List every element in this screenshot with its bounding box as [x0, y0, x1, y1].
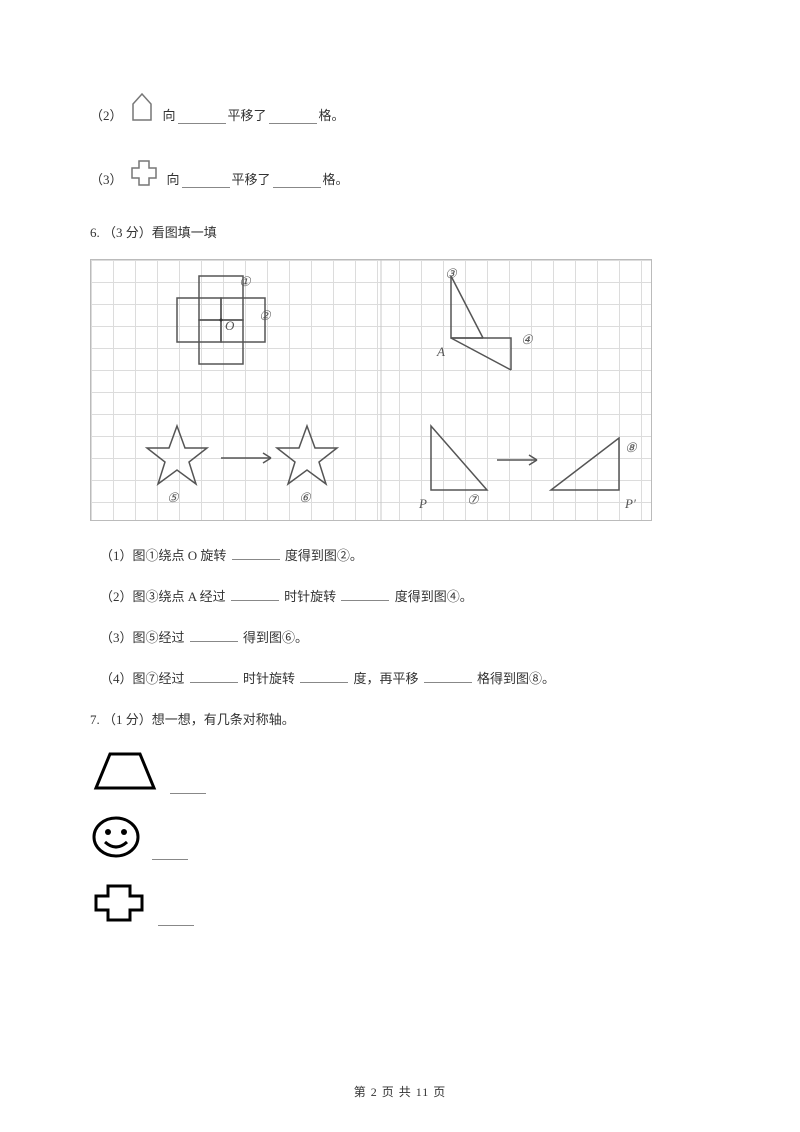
q6-sub-3: （3）图⑤经过 得到图⑥。: [100, 627, 720, 646]
house-icon: [129, 90, 155, 124]
blank: [152, 845, 188, 860]
blank: [269, 109, 317, 124]
trapezoid-icon: [90, 746, 160, 794]
label-c2: ②: [259, 308, 271, 324]
q6-sub-2: （2）图③绕点 A 经过 时针旋转 度得到图④。: [100, 586, 720, 605]
blank: [190, 668, 238, 683]
q7-row-trapezoid: [90, 746, 720, 794]
blank: [170, 779, 206, 794]
label-c3: ③: [445, 266, 457, 282]
q6-title: 6. （3 分）看图填一填: [90, 222, 720, 241]
q6-s4c: 度，再平移: [354, 671, 419, 686]
plus-shape-icon: [129, 158, 159, 188]
blank: [190, 627, 238, 642]
blank: [232, 545, 280, 560]
label-O: O: [225, 318, 234, 334]
blank: [300, 668, 348, 683]
q6-s4d: 格得到图⑧。: [477, 671, 555, 686]
footer-page: 2: [371, 1085, 378, 1099]
footer-a: 第: [354, 1085, 371, 1099]
q5-3-t3: 格。: [323, 169, 349, 188]
blank: [231, 586, 279, 601]
q6-sub-1: （1）图①绕点 O 旋转 度得到图②。: [100, 545, 720, 564]
blank: [424, 668, 472, 683]
q6-s4a: （4）图⑦经过: [100, 671, 185, 686]
q7-shapes: [90, 746, 720, 926]
page-content: （2） 向 平移了 格。 （3） 向 平移了 格。 6. （3 分）看图填一填: [0, 0, 800, 926]
label-c6: ⑥: [299, 490, 311, 506]
blank: [273, 173, 321, 188]
q6-s3a: （3）图⑤经过: [100, 630, 185, 645]
label-c7: ⑦: [467, 492, 479, 508]
q5-item-3: （3） 向 平移了 格。: [90, 158, 720, 188]
q5-3-label: （3）: [90, 169, 123, 188]
q5-2-t1: 向: [163, 105, 176, 124]
q6-s4b: 时针旋转: [243, 671, 295, 686]
blank: [341, 586, 389, 601]
footer-total: 11: [416, 1085, 430, 1099]
label-A: A: [437, 344, 445, 360]
q6-s2b: 时针旋转: [284, 589, 336, 604]
label-c1: ①: [239, 274, 251, 290]
cross-icon: [90, 880, 148, 926]
label-c4: ④: [521, 332, 533, 348]
q5-2-t2: 平移了: [228, 105, 267, 124]
q6-s1b: 度得到图②。: [285, 548, 363, 563]
q5-2-t3: 格。: [319, 105, 345, 124]
smiley-face-icon: [90, 814, 142, 860]
q5-2-label: （2）: [90, 105, 123, 124]
footer-b: 页 共: [378, 1085, 416, 1099]
blank: [178, 109, 226, 124]
q5-3-t2: 平移了: [232, 169, 271, 188]
q5-3-t1: 向: [167, 169, 180, 188]
label-P2: P′: [625, 496, 636, 512]
triangles-a-icon: [411, 266, 571, 386]
q7-row-face: [90, 814, 720, 860]
page-footer: 第 2 页 共 11 页: [0, 1083, 800, 1100]
q6-s3b: 得到图⑥。: [243, 630, 308, 645]
blank: [182, 173, 230, 188]
q6-grid-figure: ① ② O ③ ④ A ⑤ ⑥: [90, 259, 652, 521]
label-c5: ⑤: [167, 490, 179, 506]
q6-sub-4: （4）图⑦经过 时针旋转 度，再平移 格得到图⑧。: [100, 668, 720, 687]
blank: [158, 911, 194, 926]
label-c8: ⑧: [625, 440, 637, 456]
q6-s2a: （2）图③绕点 A 经过: [100, 589, 226, 604]
footer-c: 页: [429, 1085, 446, 1099]
label-P: P: [419, 496, 427, 512]
triangles-p-icon: [411, 408, 641, 508]
q6-s2c: 度得到图④。: [395, 589, 473, 604]
q6-s1a: （1）图①绕点 O 旋转: [100, 548, 226, 563]
q7-title: 7. （1 分）想一想，有几条对称轴。: [90, 709, 720, 728]
q5-item-2: （2） 向 平移了 格。: [90, 90, 720, 124]
q7-row-cross: [90, 880, 720, 926]
